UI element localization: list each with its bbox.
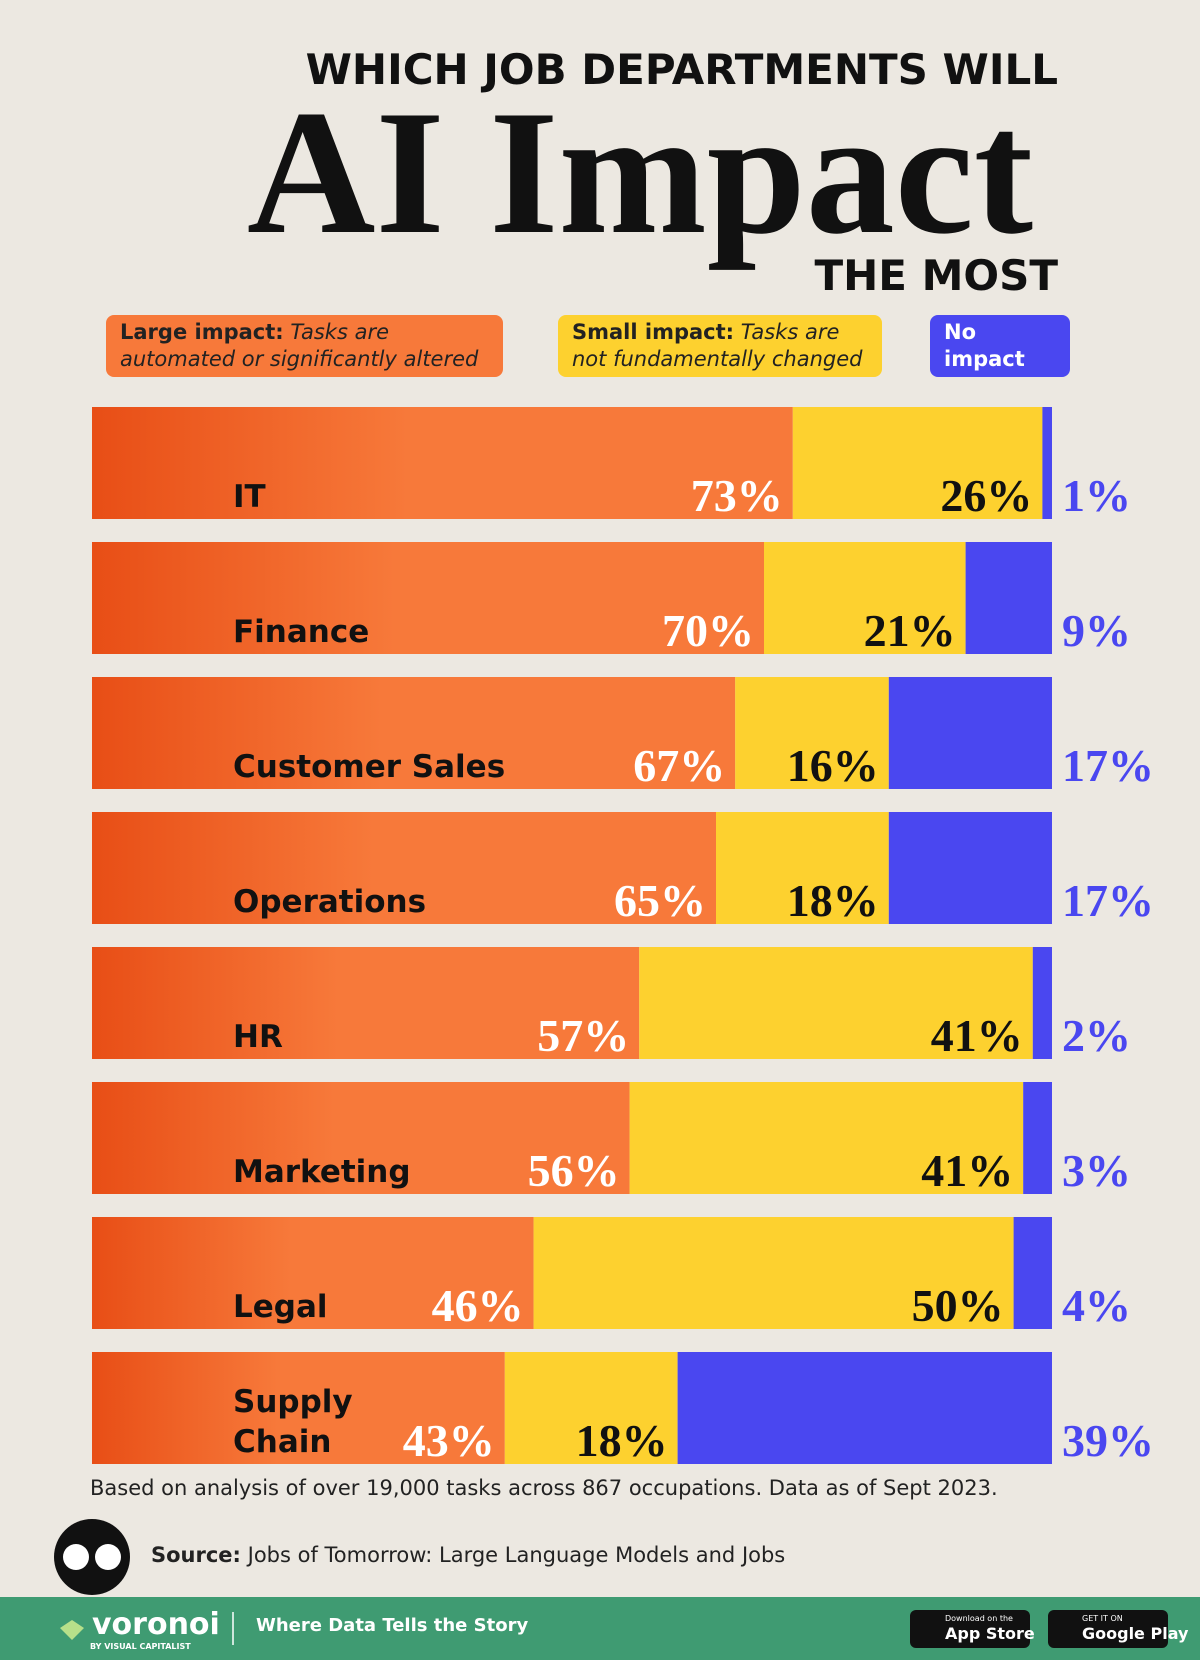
legend-name: No impact bbox=[944, 320, 1025, 371]
bar-segment bbox=[629, 1082, 1024, 1194]
legend-description: Tasks are not fundamentally changed bbox=[572, 320, 863, 371]
value-label: 73% bbox=[691, 470, 783, 521]
logo-icon bbox=[54, 1519, 130, 1595]
bar-segment bbox=[792, 407, 1043, 519]
value-label: 57% bbox=[537, 1010, 629, 1061]
value-label: 17% bbox=[1062, 875, 1154, 926]
title-top: WHICH JOB DEPARTMENTS WILL bbox=[306, 45, 1058, 94]
app-store-badge[interactable] bbox=[910, 1610, 1030, 1648]
badge-text: Google Play bbox=[1082, 1624, 1189, 1643]
logo-eye bbox=[95, 1544, 121, 1570]
bar-segment bbox=[92, 1352, 505, 1464]
value-label: 17% bbox=[1062, 740, 1154, 791]
value-label: 41% bbox=[921, 1145, 1013, 1196]
title-main: AI Impact bbox=[247, 73, 1033, 271]
bar-segment bbox=[1023, 1082, 1052, 1194]
category-label: IT bbox=[233, 479, 266, 515]
value-label: 67% bbox=[633, 740, 725, 791]
value-label: 56% bbox=[528, 1145, 620, 1196]
badge-top: GET IT ON bbox=[1082, 1614, 1123, 1623]
category-label: Marketing bbox=[233, 1154, 411, 1190]
value-label: 4% bbox=[1062, 1280, 1131, 1331]
bar-segment bbox=[764, 542, 966, 654]
badge-top: Download on the bbox=[945, 1614, 1013, 1623]
bar-segment bbox=[92, 1217, 534, 1329]
value-label: 21% bbox=[864, 605, 956, 656]
legend-large: Large impact: Tasks are automated or sig… bbox=[106, 315, 503, 377]
value-label: 18% bbox=[576, 1415, 668, 1466]
bar-segment bbox=[677, 1352, 1052, 1464]
bar-segment bbox=[965, 542, 1052, 654]
note: Based on analysis of over 19,000 tasks a… bbox=[90, 1476, 998, 1500]
bar-segment bbox=[735, 677, 889, 789]
value-label: 16% bbox=[787, 740, 879, 791]
value-label: 2% bbox=[1062, 1010, 1131, 1061]
bar-segment bbox=[92, 542, 764, 654]
bar-segment bbox=[888, 677, 1052, 789]
source-text: Jobs of Tomorrow: Large Language Models … bbox=[247, 1543, 786, 1567]
badge-text: App Store bbox=[945, 1624, 1035, 1643]
category-label: Operations bbox=[233, 884, 427, 920]
value-label: 18% bbox=[787, 875, 879, 926]
bar-segment bbox=[639, 947, 1033, 1059]
category-label: HR bbox=[233, 1019, 283, 1055]
category-label: Supply Chain bbox=[233, 1384, 353, 1460]
value-label: 43% bbox=[403, 1415, 495, 1466]
value-label: 9% bbox=[1062, 605, 1131, 656]
legend-none: No impact bbox=[930, 315, 1070, 377]
bar-segment bbox=[92, 677, 736, 789]
value-label: 70% bbox=[662, 605, 754, 656]
bar-segment bbox=[504, 1352, 678, 1464]
value-label: 1% bbox=[1062, 470, 1131, 521]
value-label: 50% bbox=[912, 1280, 1004, 1331]
category-label: Legal bbox=[233, 1289, 328, 1325]
bar-segment bbox=[1013, 1217, 1052, 1329]
source: Source: Jobs of Tomorrow: Large Language… bbox=[151, 1543, 785, 1567]
bar-segment bbox=[92, 407, 793, 519]
value-label: 65% bbox=[614, 875, 706, 926]
value-label: 26% bbox=[940, 470, 1032, 521]
bar-segment bbox=[92, 1082, 630, 1194]
bar-segment bbox=[888, 812, 1052, 924]
tagline: Where Data Tells the Story bbox=[256, 1615, 529, 1636]
legend-name: Small impact: bbox=[572, 320, 735, 344]
brand-sub: BY VISUAL CAPITALIST bbox=[90, 1642, 191, 1651]
bar-segment bbox=[716, 812, 889, 924]
legend-name: Large impact: bbox=[120, 320, 284, 344]
title-bottom: THE MOST bbox=[814, 251, 1058, 300]
bar-segment bbox=[92, 947, 640, 1059]
bar-segment bbox=[1032, 947, 1052, 1059]
category-label: Customer Sales bbox=[233, 749, 506, 785]
legend-small: Small impact: Tasks are not fundamentall… bbox=[558, 315, 882, 377]
google-play-badge[interactable] bbox=[1048, 1610, 1168, 1648]
value-label: 3% bbox=[1062, 1145, 1131, 1196]
bar-segment bbox=[92, 812, 716, 924]
source-label: Source: bbox=[151, 1543, 241, 1567]
brand: voronoi bbox=[92, 1607, 220, 1642]
brand-mark bbox=[60, 1620, 84, 1640]
bar-segment bbox=[1042, 407, 1052, 519]
value-label: 46% bbox=[432, 1280, 524, 1331]
value-label: 41% bbox=[931, 1010, 1023, 1061]
value-label: 39% bbox=[1062, 1415, 1154, 1466]
bar-segment bbox=[533, 1217, 1014, 1329]
logo-eye bbox=[63, 1544, 89, 1570]
legend-description: Tasks are automated or significantly alt… bbox=[120, 320, 479, 371]
category-label: Finance bbox=[233, 614, 370, 650]
